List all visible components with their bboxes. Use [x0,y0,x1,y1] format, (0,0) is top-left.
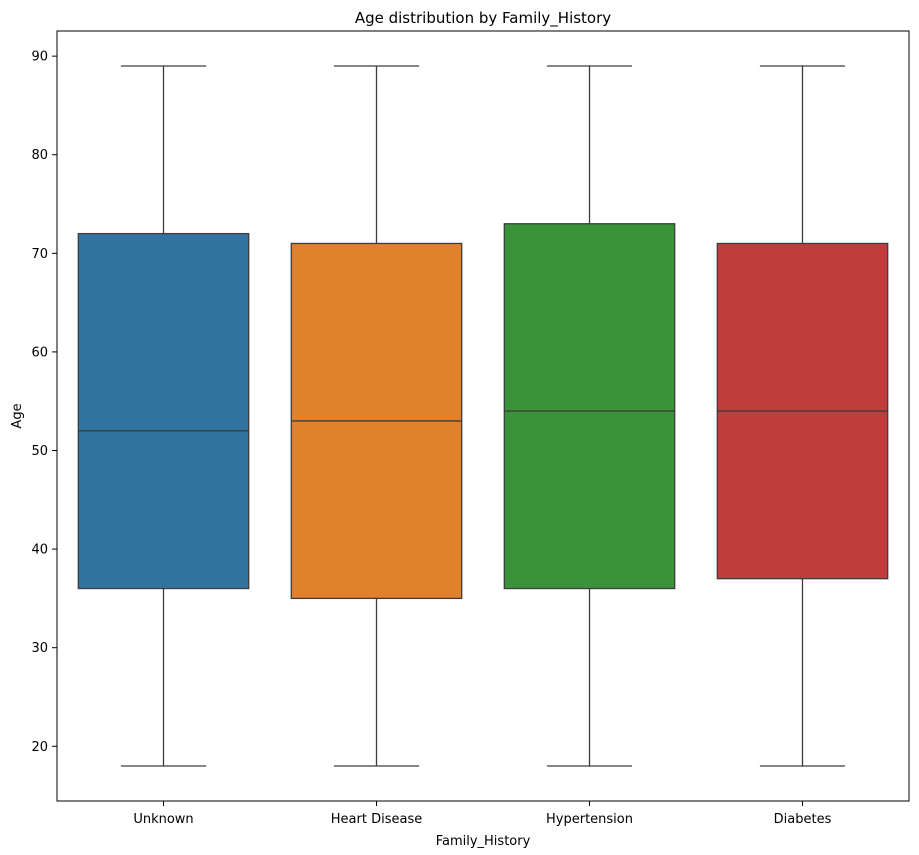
y-tick-label-40: 40 [31,543,48,558]
x-tick-label-unknown: Unknown [133,812,193,827]
y-tick-label-90: 90 [31,50,48,65]
y-axis: 20 30 40 50 60 70 80 90 [31,50,57,755]
y-tick-label-80: 80 [31,148,48,163]
box-group-diabetes [716,65,889,767]
x-tick-label-heart-disease: Heart Disease [331,812,422,827]
y-axis-label: Age [10,403,25,428]
x-tick-label-hypertension: Hypertension [546,812,633,827]
box-unknown [77,232,250,590]
y-tick-label-50: 50 [31,444,48,459]
y-tick-label-20: 20 [31,740,48,755]
y-tick-label-70: 70 [31,247,48,262]
plot-frame [56,30,910,802]
box-group-unknown [77,65,250,767]
x-tick-label-diabetes: Diabetes [774,812,832,827]
chart-title: Age distribution by Family_History [355,9,611,28]
y-tick-label-60: 60 [31,345,48,360]
box-group-hypertension [503,65,676,767]
box-group-heart-disease [290,65,463,767]
x-axis: Unknown Heart Disease Hypertension Diabetes [133,801,832,827]
boxes-layer [77,65,889,767]
x-axis-label: Family_History [436,834,531,849]
box-hypertension [503,223,676,590]
y-tick-label-30: 30 [31,641,48,656]
